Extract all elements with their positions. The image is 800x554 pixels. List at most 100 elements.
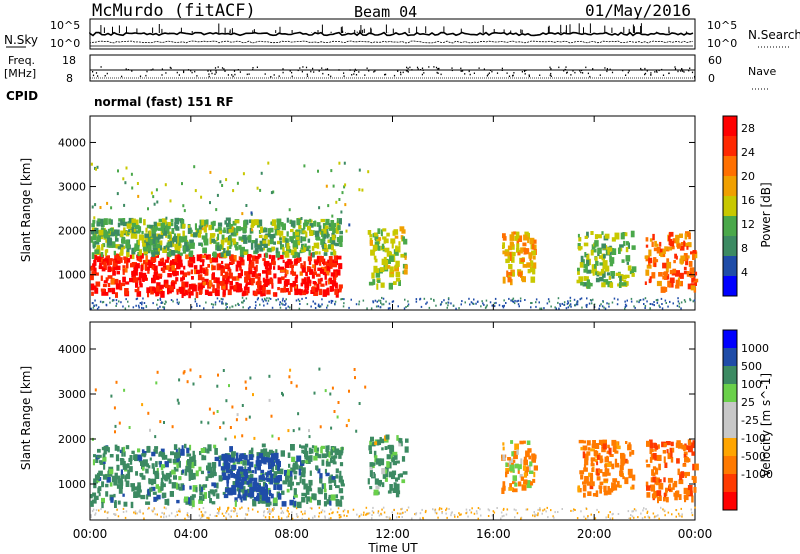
echo-cell — [339, 243, 343, 247]
scatter-cell — [225, 303, 227, 306]
echo-cell — [578, 439, 584, 444]
echo-cell — [336, 415, 339, 419]
echo-cell — [304, 286, 307, 292]
freq-mark — [501, 67, 503, 70]
scatter-cell — [376, 300, 378, 303]
freq-mark — [190, 70, 192, 72]
scatter-cell — [496, 507, 498, 509]
echo-cell — [183, 209, 186, 213]
echo-cell — [116, 229, 120, 236]
echo-region — [645, 439, 699, 504]
scatter-cell — [380, 301, 382, 304]
echo-cell — [131, 222, 136, 228]
freq-mark — [252, 68, 254, 71]
echo-cell — [177, 401, 180, 405]
scatter-cell — [200, 510, 203, 513]
echo-cell — [656, 246, 661, 254]
echo-cell — [328, 494, 333, 498]
echo-cell — [684, 457, 689, 463]
scatter-cell — [691, 514, 694, 517]
echo-region — [576, 230, 637, 289]
echo-cell — [301, 449, 305, 454]
echo-cell — [179, 252, 183, 256]
echo-cell — [254, 247, 259, 253]
echo-cell — [582, 445, 588, 451]
echo-cell — [510, 244, 515, 250]
echo-cell — [596, 461, 599, 466]
echo-cell — [110, 394, 113, 398]
echo-cell — [257, 273, 261, 277]
scatter-cell — [675, 515, 677, 518]
scatter-cell — [318, 506, 321, 509]
echo-cell — [504, 251, 509, 257]
scatter-cell — [406, 509, 408, 512]
echo-cell — [242, 227, 247, 233]
echo-cell — [523, 234, 528, 241]
echo-cell — [594, 234, 598, 240]
scatter-cell — [397, 305, 399, 308]
echo-cell — [583, 268, 588, 273]
scatter-cell — [321, 298, 323, 301]
echo-cell — [237, 458, 241, 463]
scatter-cell — [441, 512, 443, 515]
freq-mark — [233, 70, 236, 72]
scatter-cell — [404, 298, 406, 301]
echo-cell — [164, 183, 167, 187]
y-tick-label: 4000 — [58, 343, 86, 356]
echo-cell — [156, 223, 161, 227]
echo-cell — [278, 493, 281, 499]
echo-cell — [173, 268, 177, 274]
echo-cell — [254, 467, 257, 474]
scatter-cell — [117, 515, 120, 518]
echo-cell — [326, 450, 330, 457]
echo-cell — [144, 263, 148, 270]
echo-cell — [604, 233, 610, 239]
echo-cell — [98, 265, 103, 270]
echo-cell — [211, 490, 215, 495]
echo-cell — [325, 218, 330, 226]
echo-cell — [142, 466, 145, 471]
scatter-cell — [567, 301, 570, 304]
scatter-cell — [460, 513, 462, 516]
echo-cell — [234, 458, 238, 462]
echo-cell — [313, 493, 317, 497]
echo-cell — [694, 251, 698, 259]
scatter-cell — [308, 517, 310, 520]
echo-cell — [253, 291, 258, 297]
echo-cell — [307, 245, 311, 249]
echo-cell — [358, 188, 361, 192]
echo-cell — [114, 424, 117, 428]
echo-cell — [163, 220, 167, 224]
echo-cell — [156, 282, 161, 289]
scatter-cell — [244, 517, 246, 520]
freq-mark — [644, 73, 646, 76]
echo-cell — [226, 477, 230, 484]
echo-cell — [507, 255, 510, 262]
echo-cell — [679, 280, 683, 287]
echo-cell — [252, 271, 257, 278]
scatter-cell — [377, 305, 380, 308]
scatter-cell — [501, 515, 504, 518]
echo-cell — [167, 498, 170, 506]
echo-cell — [306, 276, 310, 284]
echo-cell — [254, 255, 260, 260]
echo-cell — [259, 459, 262, 466]
colorbar-segment — [723, 176, 737, 197]
echo-cell — [93, 495, 99, 500]
echo-cell — [223, 459, 227, 465]
echo-cell — [215, 228, 220, 232]
echo-cell — [649, 238, 653, 242]
echo-cell — [652, 472, 656, 476]
scatter-cell — [473, 512, 476, 515]
echo-cell — [270, 473, 274, 479]
scatter-cell — [269, 297, 272, 300]
echo-cell — [137, 286, 140, 292]
freq-mark — [207, 70, 209, 72]
echo-cell — [294, 500, 297, 507]
echo-cell — [333, 455, 336, 463]
echo-cell — [301, 460, 305, 464]
scatter-cell — [446, 516, 448, 519]
echo-cell — [320, 446, 323, 454]
echo-cell — [662, 248, 666, 254]
echo-cell — [523, 440, 526, 444]
